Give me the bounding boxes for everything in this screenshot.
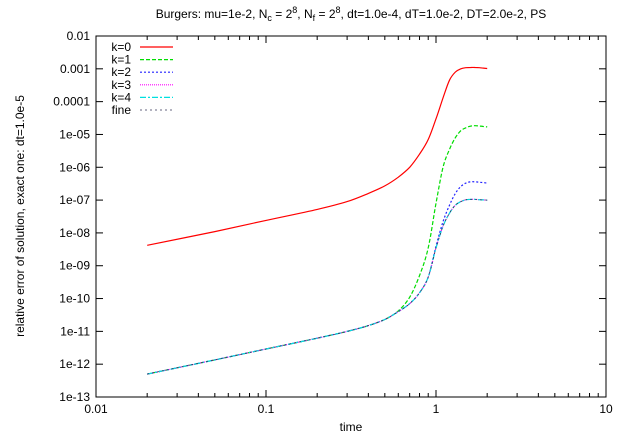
series-line-fine [147,198,488,375]
chart-title: Burgers: mu=1e-2, Nc = 28, Nf = 28, dt=1… [156,5,547,23]
title-superscript: 8 [292,5,297,15]
legend-label: k=4 [111,90,131,104]
title-subscript: f [313,13,316,23]
title-part: , dt=1.0e-4, dT=1.0e-2, DT=2.0e-2, PS [341,7,547,21]
y-tick-label: 1e-11 [60,324,90,338]
x-tick-label: 10 [599,402,613,416]
series-line-k0 [147,66,488,246]
title-part: = 2 [272,7,293,21]
title-part: , N [297,7,312,21]
y-tick-label: 1e-06 [59,160,90,174]
axes: 0.01 0.1 1 10 0.01 0.001 0.0001 1e-05 1e-06 1e-07… [53,29,613,416]
x-tick-label: 0.01 [84,402,108,416]
legend-label: fine [112,103,132,117]
series-line-k2 [147,181,488,375]
x-axis-label: time [340,420,363,434]
y-axis-label: relative error of solution, exact one: d… [13,95,27,337]
legend-label: k=2 [111,65,131,79]
x-tick-label: 0.1 [258,402,275,416]
y-tick-label: 1e-10 [59,292,90,306]
series-line-k3 [147,198,488,375]
y-tick-label: 1e-12 [59,357,90,371]
title-superscript: 8 [336,5,341,15]
series-line-k4 [147,198,488,375]
title-part: Burgers: mu=1e-2, N [156,7,268,21]
y-tick-label: 1e-08 [59,226,90,240]
title-subscript: c [267,13,272,23]
y-tick-label: 0.01 [67,29,91,43]
series-line-k1 [147,125,488,375]
legend-label: k=1 [111,53,131,67]
legend-label: k=3 [111,78,131,92]
y-tick-label: 1e-07 [59,193,90,207]
plot-frame [95,35,607,398]
title-part: = 2 [315,7,336,21]
series-group [147,66,488,375]
y-tick-label: 0.001 [60,62,90,76]
y-tick-label: 1e-13 [59,390,90,404]
y-tick-label: 1e-09 [59,259,90,273]
y-tick-label: 0.0001 [53,95,90,109]
x-tick-label: 1 [433,402,440,416]
legend-label: k=0 [111,40,131,54]
y-tick-label: 1e-05 [59,127,90,141]
